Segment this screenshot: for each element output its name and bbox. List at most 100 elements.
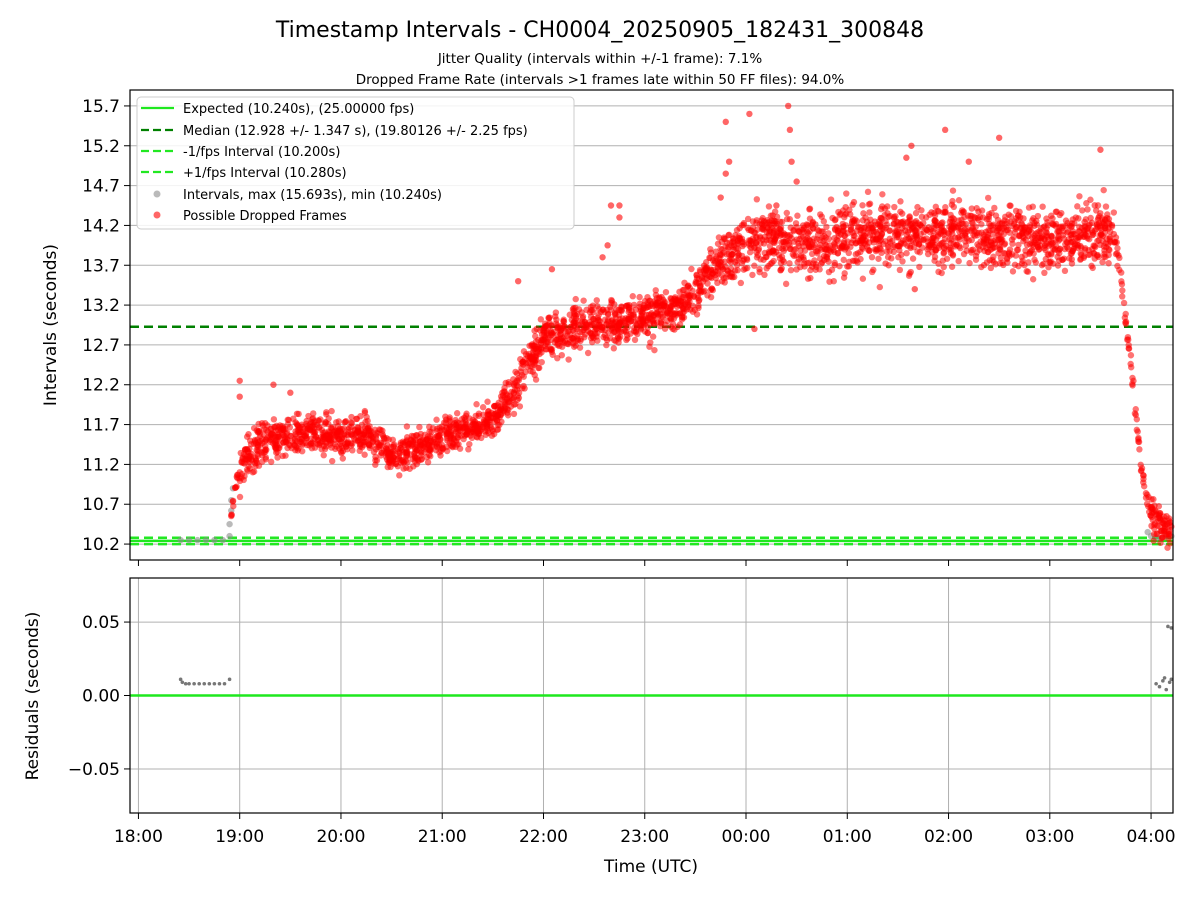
- dropped-frame-point: [718, 271, 725, 279]
- dropped-frame-point: [292, 428, 299, 435]
- dropped-frame-point: [804, 234, 811, 242]
- dropped-frame-point: [594, 302, 601, 310]
- dropped-frame-point: [328, 407, 335, 415]
- dropped-frame-point: [1148, 503, 1155, 511]
- dropped-frame-point: [845, 249, 852, 257]
- dropped-frame-point: [896, 247, 903, 254]
- dropped-frame-point: [1009, 268, 1017, 275]
- dropped-frame-outlier: [1097, 146, 1104, 153]
- dropped-frame-point: [1134, 428, 1141, 435]
- dropped-frame-outlier: [995, 134, 1003, 141]
- dropped-frame-point: [777, 266, 785, 274]
- dropped-frame-outlier: [514, 277, 522, 285]
- dropped-frame-point: [1020, 215, 1027, 222]
- dropped-frame-point: [346, 424, 353, 431]
- dropped-frame-point: [355, 428, 362, 435]
- dropped-frame-point: [529, 368, 536, 375]
- dropped-frame-point: [882, 224, 889, 231]
- dropped-frame-point: [770, 229, 777, 237]
- dropped-frame-point: [569, 327, 577, 334]
- dropped-frame-point: [1093, 252, 1101, 259]
- dropped-frame-point: [684, 290, 691, 297]
- dropped-frame-point: [949, 218, 956, 226]
- dropped-frame-point: [1148, 513, 1155, 521]
- dropped-frame-point: [516, 403, 524, 410]
- top-y-tick-label: 15.7: [82, 97, 120, 117]
- dropped-frame-point: [783, 209, 790, 217]
- bottom-panel-axes: 0.05 0.00 −0.05 18:00 19:00 20:00 21:00 22:00 23…: [68, 613, 1176, 847]
- dropped-frame-point: [433, 416, 440, 423]
- dropped-frame-point: [761, 233, 769, 241]
- dropped-frame-point: [912, 227, 919, 234]
- dropped-frame-point: [953, 241, 960, 248]
- dropped-frame-point: [776, 255, 784, 262]
- dropped-frame-outlier: [599, 254, 606, 261]
- dropped-frame-point: [515, 377, 523, 384]
- dropped-frame-point: [421, 440, 428, 447]
- dropped-frame-point: [1106, 228, 1114, 235]
- dropped-frame-point: [755, 245, 763, 252]
- dropped-frame-point: [870, 266, 877, 274]
- dropped-frame-point: [402, 457, 409, 465]
- dropped-frame-point: [752, 239, 760, 247]
- dropped-frame-point: [662, 321, 669, 329]
- dropped-frame-point: [869, 227, 876, 234]
- residual-point: [187, 681, 191, 686]
- dropped-frame-point: [229, 498, 236, 505]
- dropped-frame-point: [987, 264, 995, 272]
- dropped-frame-point: [811, 257, 818, 264]
- residual-point: [227, 677, 232, 682]
- dropped-frame-point: [773, 220, 781, 227]
- dropped-frame-point: [906, 270, 913, 277]
- dropped-frame-point: [621, 319, 629, 326]
- dropped-frame-point: [949, 251, 956, 258]
- dropped-frame-point: [771, 208, 779, 215]
- dropped-frame-point: [948, 201, 956, 208]
- dropped-frame-point: [603, 341, 610, 349]
- dropped-frame-point: [1011, 218, 1018, 225]
- residual-point: [207, 681, 212, 686]
- dropped-frame-point: [1081, 230, 1088, 237]
- dropped-frame-point: [466, 426, 473, 433]
- dropped-frame-point: [1072, 214, 1080, 221]
- dropped-frame-point: [299, 440, 306, 447]
- dropped-frame-point: [667, 305, 674, 312]
- dropped-frame-point: [1062, 241, 1069, 248]
- dropped-frame-point: [927, 225, 935, 233]
- dropped-frame-point: [633, 321, 640, 329]
- top-panel-points: [177, 102, 1175, 551]
- dropped-frame-point: [659, 313, 666, 321]
- dropped-frame-point: [1006, 202, 1013, 209]
- top-y-axis-label: Intervals (seconds): [41, 244, 61, 406]
- dropped-frame-point: [1015, 212, 1022, 219]
- dropped-frame-point: [966, 259, 973, 267]
- dropped-frame-point: [875, 255, 882, 262]
- dropped-frame-point: [607, 306, 614, 313]
- dropped-frame-point: [268, 425, 275, 432]
- dropped-frame-point: [366, 435, 373, 442]
- dropped-frame-point: [378, 449, 385, 457]
- dropped-frame-point: [859, 202, 866, 209]
- dropped-frame-point: [915, 241, 923, 248]
- dropped-frame-point: [1048, 232, 1055, 239]
- dropped-frame-point: [1025, 232, 1032, 240]
- residual-point: [1157, 684, 1162, 689]
- dropped-frame-outlier: [793, 178, 800, 185]
- dropped-frame-point: [1110, 209, 1118, 216]
- dropped-frame-point: [517, 356, 524, 363]
- dropped-frame-point: [989, 256, 996, 264]
- dropped-frame-point: [996, 246, 1003, 253]
- dropped-frame-point: [828, 266, 836, 273]
- dropped-frame-point: [617, 307, 624, 314]
- bottom-y-tick-label: 0.05: [82, 613, 120, 633]
- dropped-frame-point: [339, 455, 347, 462]
- dropped-frame-point: [709, 286, 717, 294]
- dropped-frame-outlier: [722, 118, 729, 126]
- dropped-frame-outlier: [607, 202, 615, 209]
- dropped-frame-point: [1042, 241, 1049, 249]
- dropped-frame-point: [1099, 258, 1106, 266]
- dropped-frame-point: [912, 233, 919, 240]
- dropped-frame-point: [251, 438, 259, 445]
- dropped-frame-point: [782, 280, 790, 288]
